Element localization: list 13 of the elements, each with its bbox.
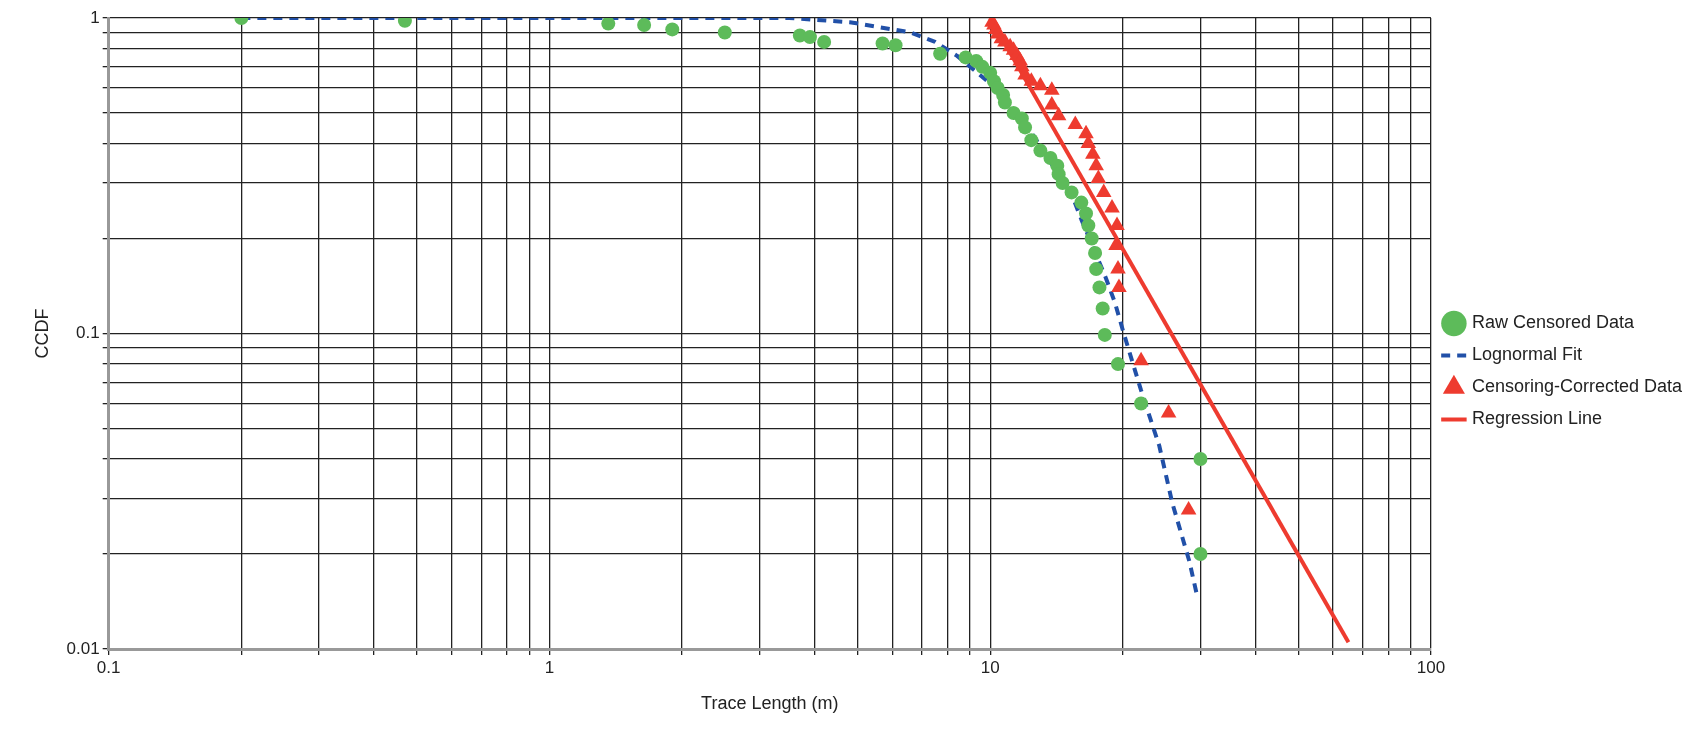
x-tick-label: 10	[980, 657, 1000, 677]
x-axis-title: Trace Length (m)	[701, 693, 839, 714]
x-tick-label: 1	[544, 657, 555, 677]
y-tick-label: 0.1	[76, 323, 100, 343]
legend-label: Raw Censored Data	[1471, 312, 1635, 333]
y-axis-title: CCDF	[31, 308, 52, 359]
y-tick-label: 1	[90, 7, 100, 27]
y-tick-label: 0.01	[66, 638, 100, 658]
x-tick-label: 100	[1416, 657, 1446, 677]
x-tick-label: 0.1	[96, 657, 121, 677]
legend-label: Lognormal Fit	[1471, 344, 1582, 365]
legend-label: Regression Line	[1471, 408, 1602, 429]
legend-label: Censoring-Corrected Data	[1471, 376, 1683, 397]
